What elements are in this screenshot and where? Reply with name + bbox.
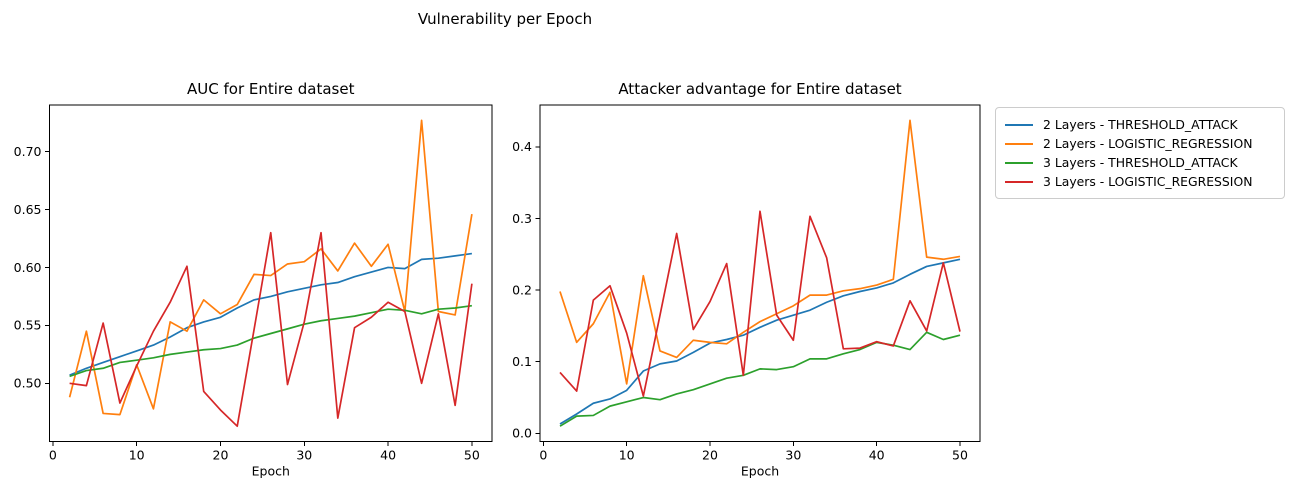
- legend-line-sample: [1005, 161, 1033, 164]
- chart-title: AUC for Entire dataset: [187, 80, 355, 98]
- y-tick-label: 0.3: [512, 211, 532, 226]
- x-tick-label: 0: [49, 448, 57, 463]
- chart-svg: Attacker advantage for Entire dataset 0 10…: [512, 80, 981, 479]
- series-line-3-layers-logistic-regression: [559, 210, 961, 397]
- x-tick-label: 40: [869, 448, 885, 463]
- plot-border: [539, 104, 981, 442]
- x-tick-label: 20: [213, 448, 229, 463]
- series-line-2-layers-threshold-attack: [69, 252, 473, 377]
- legend-label: 3 Layers - THRESHOLD_ATTACK: [1043, 155, 1238, 170]
- attacker-advantage-chart: Attacker advantage for Entire dataset 0 10…: [500, 60, 1000, 480]
- x-tick-label: 0: [539, 448, 547, 463]
- series-line-3-layers-threshold-attack: [69, 304, 473, 378]
- legend-item-1: 2 Layers - LOGISTIC_REGRESSION: [1005, 134, 1275, 153]
- x-tick-label: 30: [296, 448, 312, 463]
- y-tick-label: 0.65: [14, 202, 42, 217]
- y-tick-label: 0.50: [14, 376, 42, 391]
- y-tick-label: 0.1: [512, 354, 532, 369]
- legend-item-2: 3 Layers - THRESHOLD_ATTACK: [1005, 153, 1275, 172]
- plot-border: [49, 104, 493, 442]
- y-tick-label: 0.0: [512, 426, 532, 441]
- legend-item-3: 3 Layers - LOGISTIC_REGRESSION: [1005, 172, 1275, 191]
- series-line-2-layers-logistic-regression: [68, 119, 473, 416]
- x-tick-label: 10: [619, 448, 635, 463]
- x-tick-label: 20: [702, 448, 718, 463]
- legend-line-sample: [1005, 180, 1033, 183]
- legend-line-sample: [1005, 123, 1033, 126]
- legend-label: 2 Layers - LOGISTIC_REGRESSION: [1043, 136, 1253, 151]
- chart-svg: AUC for Entire dataset 0 10 20 30 40 50 0.50 0.5…: [14, 80, 493, 479]
- legend-label: 3 Layers - LOGISTIC_REGRESSION: [1043, 174, 1253, 189]
- x-tick-label: 10: [129, 448, 145, 463]
- legend-item-0: 2 Layers - THRESHOLD_ATTACK: [1005, 115, 1275, 134]
- y-tick-label: 0.55: [14, 318, 42, 333]
- auc-chart: AUC for Entire dataset 0 10 20 30 40 50 0.50 0.5…: [0, 60, 500, 480]
- y-tick-label: 0.60: [14, 260, 42, 275]
- x-tick-label: 30: [785, 448, 801, 463]
- legend: 2 Layers - THRESHOLD_ATTACK 2 Layers - LO…: [995, 107, 1285, 199]
- x-tick-label: 50: [464, 448, 480, 463]
- x-axis-label: Epoch: [252, 464, 290, 479]
- series-line-2-layers-threshold-attack: [559, 258, 961, 425]
- y-tick-label: 0.70: [14, 144, 42, 159]
- legend-label: 2 Layers - THRESHOLD_ATTACK: [1043, 117, 1238, 132]
- x-axis-label: Epoch: [741, 464, 779, 479]
- series-line-2-layers-logistic-regression: [559, 119, 961, 385]
- x-tick-label: 40: [380, 448, 396, 463]
- x-tick-label: 50: [952, 448, 968, 463]
- legend-line-sample: [1005, 142, 1033, 145]
- series-line-3-layers-logistic-regression: [69, 231, 473, 428]
- y-tick-label: 0.2: [512, 282, 532, 297]
- figure-title: Vulnerability per Epoch: [417, 10, 593, 28]
- y-tick-label: 0.4: [512, 139, 532, 154]
- chart-title: Attacker advantage for Entire dataset: [618, 80, 901, 98]
